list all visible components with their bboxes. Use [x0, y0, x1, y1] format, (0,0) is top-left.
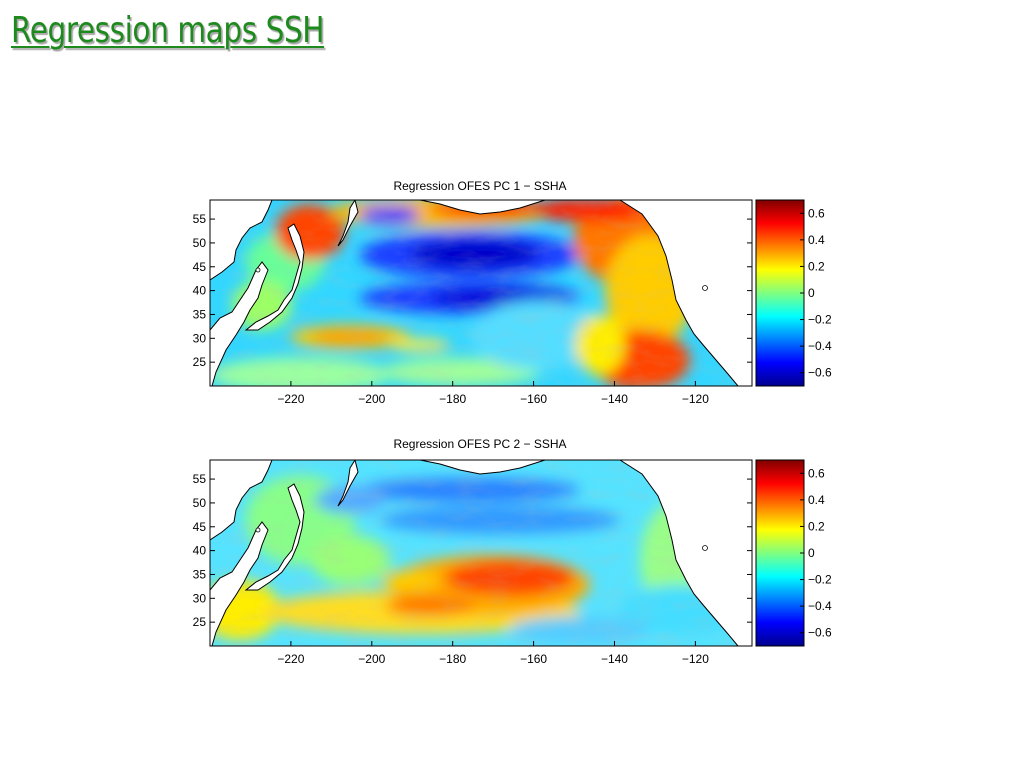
y-tick-label: 35 — [193, 307, 207, 321]
x-tick-label: −120 — [682, 652, 709, 666]
land-mask — [210, 460, 752, 646]
colorbar-tick-label: −0.4 — [808, 599, 832, 613]
y-tick-label: 50 — [193, 236, 207, 250]
y-tick-label: 25 — [193, 355, 207, 369]
colorbar-tick-label: 0.6 — [808, 466, 825, 480]
colorbar-tick-label: 0.4 — [808, 233, 825, 247]
axes: −220 −200 −180 −160 −140 −120 55 50 45 40 35 30 25 — [193, 212, 752, 406]
colorbar-tick-label: 0.4 — [808, 493, 825, 507]
panel-pc1: Regression OFES PC 1 − SSHA — [193, 179, 832, 406]
colorbar-tick-label: 0 — [808, 546, 815, 560]
y-tick-label: 45 — [193, 260, 207, 274]
y-tick-label: 40 — [193, 284, 207, 298]
colorbar-tick-label: −0.2 — [808, 573, 832, 587]
x-tick-label: −180 — [439, 652, 466, 666]
colorbar-tick-label: 0.6 — [808, 206, 825, 220]
colorbar-tick-label: −0.6 — [808, 366, 832, 380]
y-tick-label: 30 — [193, 331, 207, 345]
y-tick-label: 50 — [193, 496, 207, 510]
ssha-field — [210, 460, 752, 646]
y-tick-label: 25 — [193, 615, 207, 629]
colorbar-ticks: 0.6 0.4 0.2 0 −0.2 −0.4 −0.6 — [800, 206, 832, 380]
colorbar — [755, 459, 805, 647]
colorbar-tick-label: −0.4 — [808, 339, 832, 353]
y-tick-label: 45 — [193, 520, 207, 534]
x-tick-label: −140 — [601, 652, 628, 666]
y-tick-label: 40 — [193, 544, 207, 558]
x-tick-label: −220 — [277, 392, 304, 406]
y-tick-label: 35 — [193, 567, 207, 581]
colorbar-tick-label: 0.2 — [808, 519, 825, 533]
panel-title: Regression OFES PC 1 − SSHA — [393, 179, 566, 193]
x-tick-label: −200 — [358, 652, 385, 666]
y-tick-label: 55 — [193, 212, 207, 226]
slide-title: Regression maps SSH — [11, 10, 325, 51]
land-mask — [210, 200, 752, 386]
axes: −220 −200 −180 −160 −140 −120 55 50 45 40 35 30 25 — [193, 472, 752, 666]
ssha-field — [210, 200, 752, 386]
colorbar-tick-label: 0 — [808, 286, 815, 300]
x-tick-label: −220 — [277, 652, 304, 666]
x-tick-label: −160 — [520, 652, 547, 666]
x-tick-label: −140 — [601, 392, 628, 406]
colorbar-tick-label: −0.2 — [808, 313, 832, 327]
panel-pc2: Regression OFES PC 2 − SSHA — [193, 437, 832, 666]
colorbar-tick-label: 0.2 — [808, 259, 825, 273]
panel-title: Regression OFES PC 2 − SSHA — [393, 437, 566, 451]
colorbar — [755, 199, 805, 387]
y-tick-label: 55 — [193, 472, 207, 486]
x-tick-label: −200 — [358, 392, 385, 406]
x-tick-label: −120 — [682, 392, 709, 406]
x-tick-label: −180 — [439, 392, 466, 406]
colorbar-ticks: 0.6 0.4 0.2 0 −0.2 −0.4 −0.6 — [800, 466, 832, 640]
colorbar-tick-label: −0.6 — [808, 626, 832, 640]
x-tick-label: −160 — [520, 392, 547, 406]
y-tick-label: 30 — [193, 591, 207, 605]
